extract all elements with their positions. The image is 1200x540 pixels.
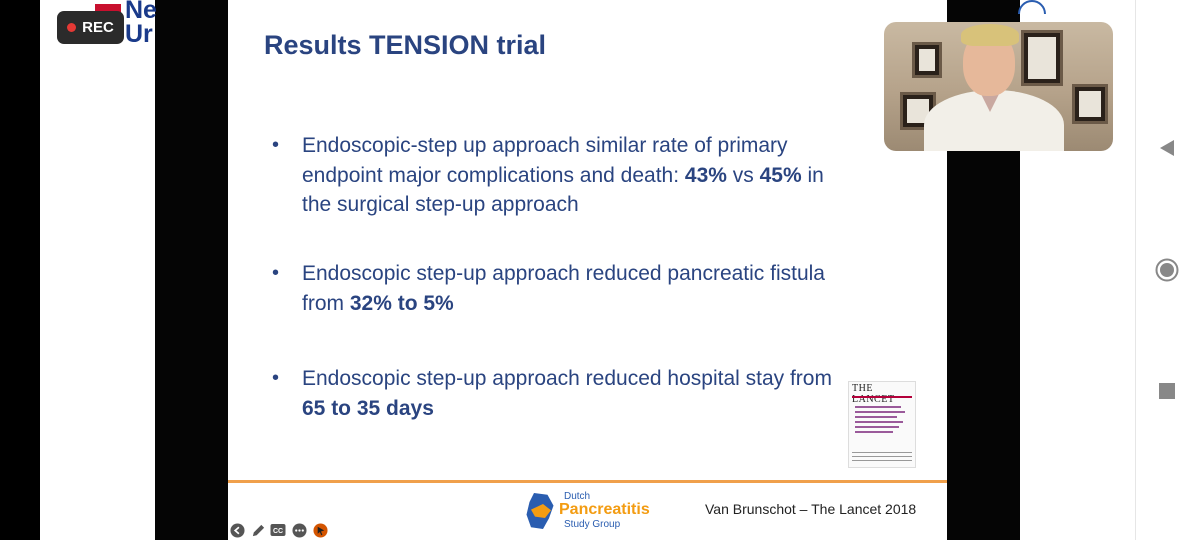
dutch-pancreatitis-logo: Dutch Pancreatitis Study Group [525, 490, 655, 532]
slide-title: Results TENSION trial [264, 30, 547, 60]
left-letterbox [155, 0, 228, 540]
slide-citation: Van Brunschot – The Lancet 2018 [705, 501, 917, 517]
bullet-item-1: • Endoscopic-step up approach similar ra… [272, 131, 842, 220]
presentation-slide [228, 0, 947, 540]
logo-line-2: Pancreatitis [559, 501, 650, 518]
logo-text-top: Ne [125, 0, 157, 24]
bullet-item-3: • Endoscopic step-up approach reduced ho… [272, 364, 842, 423]
bullet-text: Endoscopic step-up approach reduced hosp… [302, 367, 832, 420]
bullet-dot-icon: • [272, 262, 280, 284]
bullet-dot-icon: • [272, 367, 280, 389]
wall-frame [1021, 30, 1063, 86]
logo-text-bottom: Ur [125, 20, 153, 48]
wall-frame [912, 42, 942, 78]
recording-label: REC [82, 19, 114, 36]
footer-divider [228, 480, 947, 483]
closed-captions-icon[interactable]: CC [270, 522, 286, 538]
record-dot-icon [67, 23, 77, 32]
left-screen-area [40, 0, 155, 540]
logo-line-3: Study Group [564, 519, 621, 530]
svg-text:CC: CC [273, 528, 283, 535]
recording-badge[interactable]: REC [57, 11, 124, 44]
journal-title: THE LANCET [852, 383, 895, 405]
bullet-dot-icon: • [272, 134, 280, 156]
journal-cover-thumbnail: THE LANCET [848, 381, 916, 468]
speaker-video-tile[interactable] [884, 22, 1113, 151]
bullet-text: Endoscopic-step up approach similar rate… [302, 134, 824, 216]
laser-pointer-icon[interactable] [312, 522, 328, 538]
bullet-text: Endoscopic step-up approach reduced panc… [302, 262, 825, 315]
square-recents-icon[interactable] [1155, 379, 1179, 403]
back-arrow-icon[interactable] [229, 522, 245, 538]
triangle-back-icon[interactable] [1155, 136, 1179, 160]
logo-line-1: Dutch [564, 491, 591, 502]
wall-frame [1072, 84, 1108, 124]
bullet-item-2: • Endoscopic step-up approach reduced pa… [272, 259, 842, 318]
circle-home-icon[interactable] [1155, 258, 1179, 282]
pen-icon[interactable] [250, 522, 266, 538]
more-options-icon[interactable] [291, 522, 307, 538]
